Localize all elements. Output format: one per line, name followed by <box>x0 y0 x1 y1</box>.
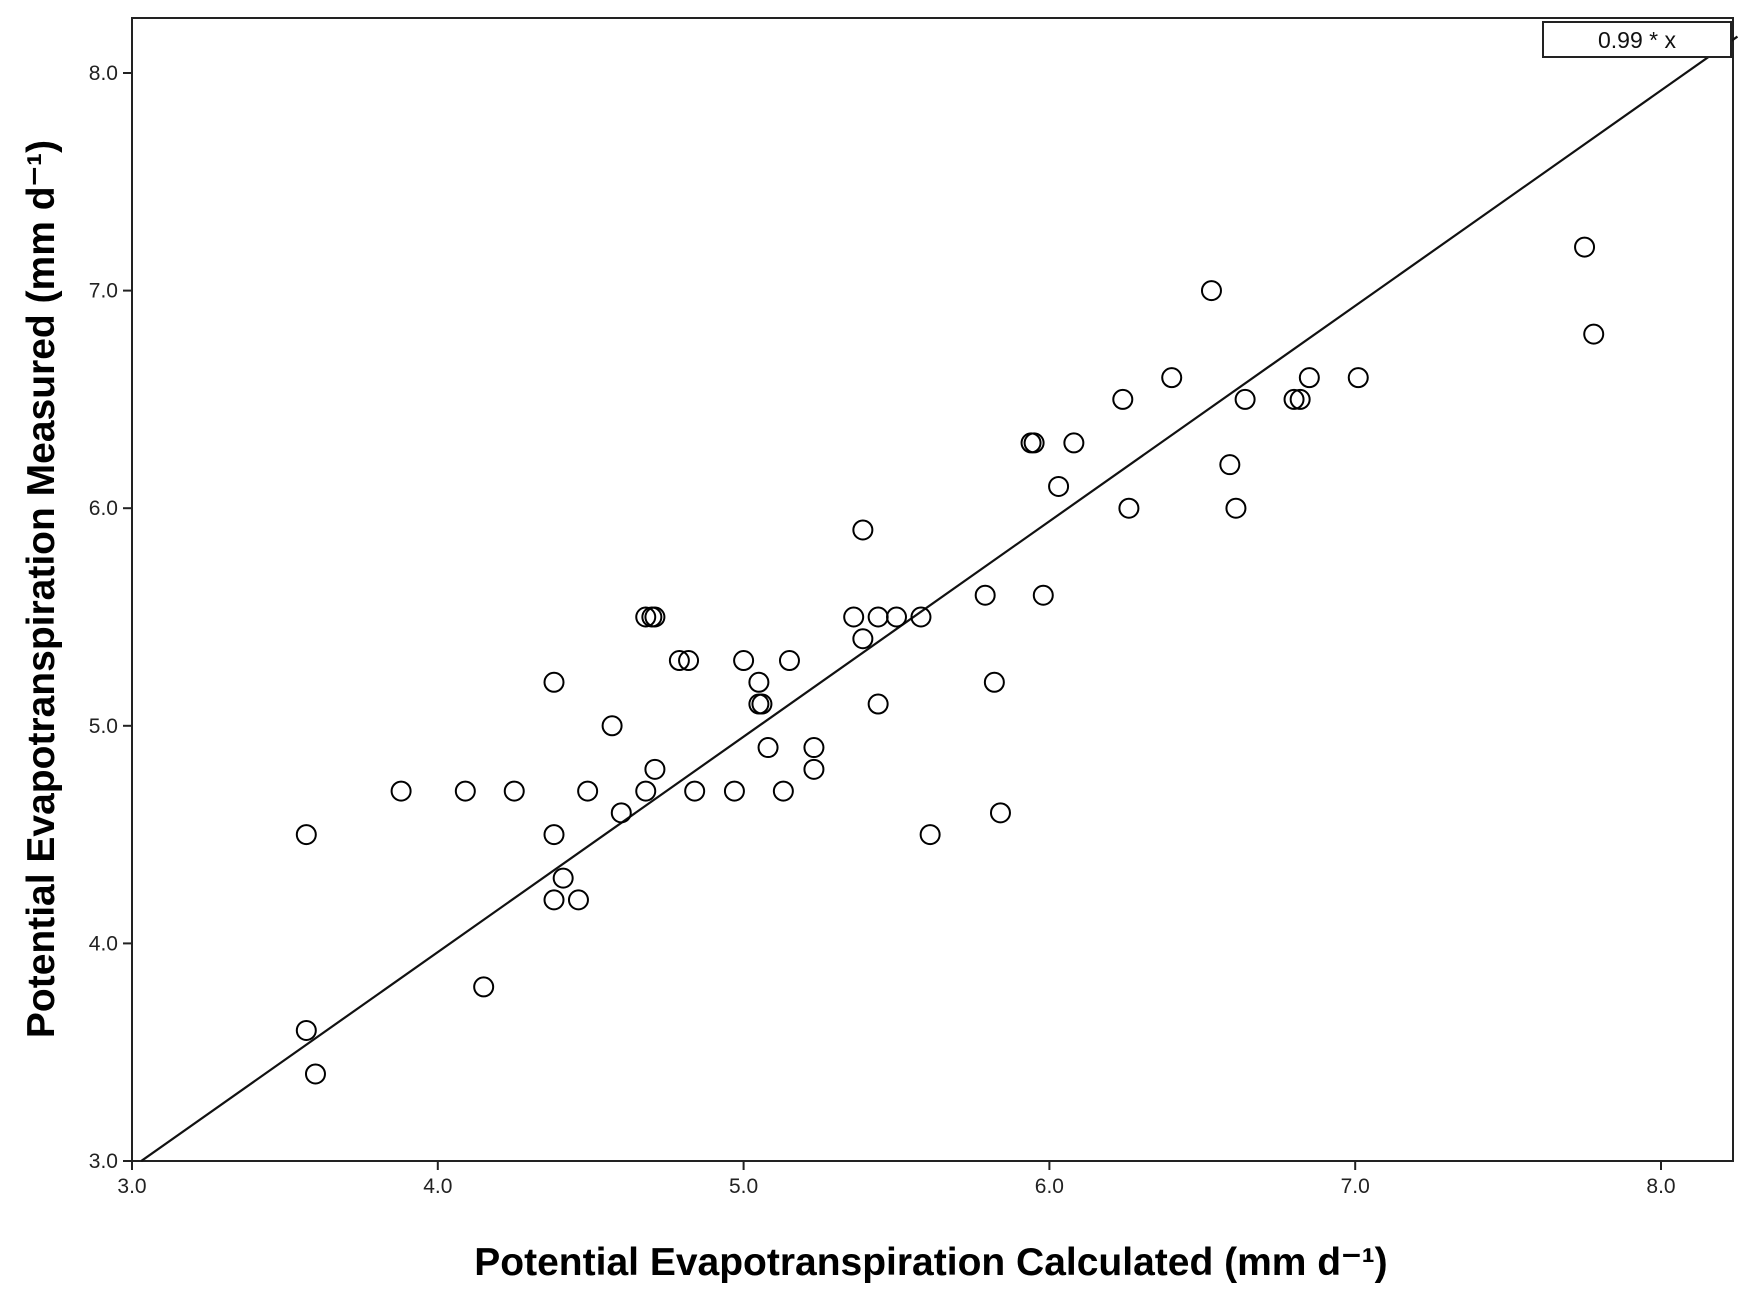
data-point <box>910 606 932 628</box>
data-point <box>1583 323 1605 345</box>
data-point <box>1023 432 1045 454</box>
data-point <box>1234 388 1256 410</box>
data-point <box>778 650 800 672</box>
y-tick-label: 7.0 <box>89 280 118 303</box>
y-axis-title: Potential Evapotranspiration Measured (m… <box>20 140 63 1038</box>
data-point <box>684 780 706 802</box>
data-point <box>843 606 865 628</box>
x-tick-label: 5.0 <box>729 1175 758 1198</box>
data-point <box>552 867 574 889</box>
data-points <box>295 236 1605 1085</box>
data-point <box>635 780 657 802</box>
data-point <box>1112 388 1134 410</box>
data-point <box>644 606 666 628</box>
data-point <box>304 1063 326 1085</box>
data-point <box>668 650 690 672</box>
data-point <box>989 802 1011 824</box>
y-tick-label: 6.0 <box>89 497 118 520</box>
legend-label: 0.99 * x <box>1598 27 1676 53</box>
axis-ticks: 3.0 4.0 5.0 6.0 7.0 8.0 3.0 4.0 5.0 6.0 7.0 8.0 <box>89 62 1676 1198</box>
x-tick-label: 6.0 <box>1035 1175 1064 1198</box>
data-point <box>852 519 874 541</box>
y-tick-label: 4.0 <box>89 932 118 955</box>
plot-area <box>131 17 1734 1162</box>
data-point <box>390 780 412 802</box>
legend-box <box>1542 21 1732 58</box>
data-point <box>733 650 755 672</box>
data-point <box>1219 454 1241 476</box>
y-tick-label: 3.0 <box>89 1150 118 1173</box>
data-point <box>635 606 657 628</box>
data-point <box>543 889 565 911</box>
data-point <box>867 693 889 715</box>
data-point <box>751 693 773 715</box>
data-point <box>852 628 874 650</box>
x-axis-title: Potential Evapotranspiration Calculated … <box>474 1241 1387 1284</box>
data-point <box>503 780 525 802</box>
data-point <box>543 824 565 846</box>
data-point <box>748 671 770 693</box>
data-point <box>610 802 632 824</box>
data-point <box>1347 367 1369 389</box>
data-point <box>1283 388 1305 410</box>
y-tick-label: 8.0 <box>89 62 118 85</box>
x-tick-label: 3.0 <box>117 1175 146 1198</box>
data-point <box>295 1019 317 1041</box>
data-point <box>1200 280 1222 302</box>
y-tick-label: 5.0 <box>89 715 118 738</box>
data-point <box>473 976 495 998</box>
data-point <box>919 824 941 846</box>
data-point <box>454 780 476 802</box>
legend: 0.99 * x <box>1542 21 1732 58</box>
data-point <box>1225 497 1247 519</box>
data-point <box>772 780 794 802</box>
data-point <box>1118 497 1140 519</box>
data-point <box>1063 432 1085 454</box>
data-point <box>567 889 589 911</box>
data-point <box>1161 367 1183 389</box>
data-point <box>1048 475 1070 497</box>
data-point <box>1574 236 1596 258</box>
data-point <box>757 737 779 759</box>
x-tick-label: 4.0 <box>423 1175 452 1198</box>
data-point <box>974 584 996 606</box>
data-point <box>1289 388 1311 410</box>
data-point <box>983 671 1005 693</box>
fit-line <box>140 35 1739 1162</box>
data-point <box>803 737 825 759</box>
x-tick-label: 7.0 <box>1341 1175 1370 1198</box>
x-tick-label: 8.0 <box>1646 1175 1675 1198</box>
data-point <box>803 758 825 780</box>
data-point <box>644 758 666 780</box>
data-point <box>678 650 700 672</box>
data-point <box>723 780 745 802</box>
data-point <box>601 715 623 737</box>
data-point <box>1032 584 1054 606</box>
data-point <box>886 606 907 628</box>
data-point <box>1298 367 1320 389</box>
data-point <box>577 780 599 802</box>
data-point <box>543 671 565 693</box>
data-point <box>295 824 317 846</box>
